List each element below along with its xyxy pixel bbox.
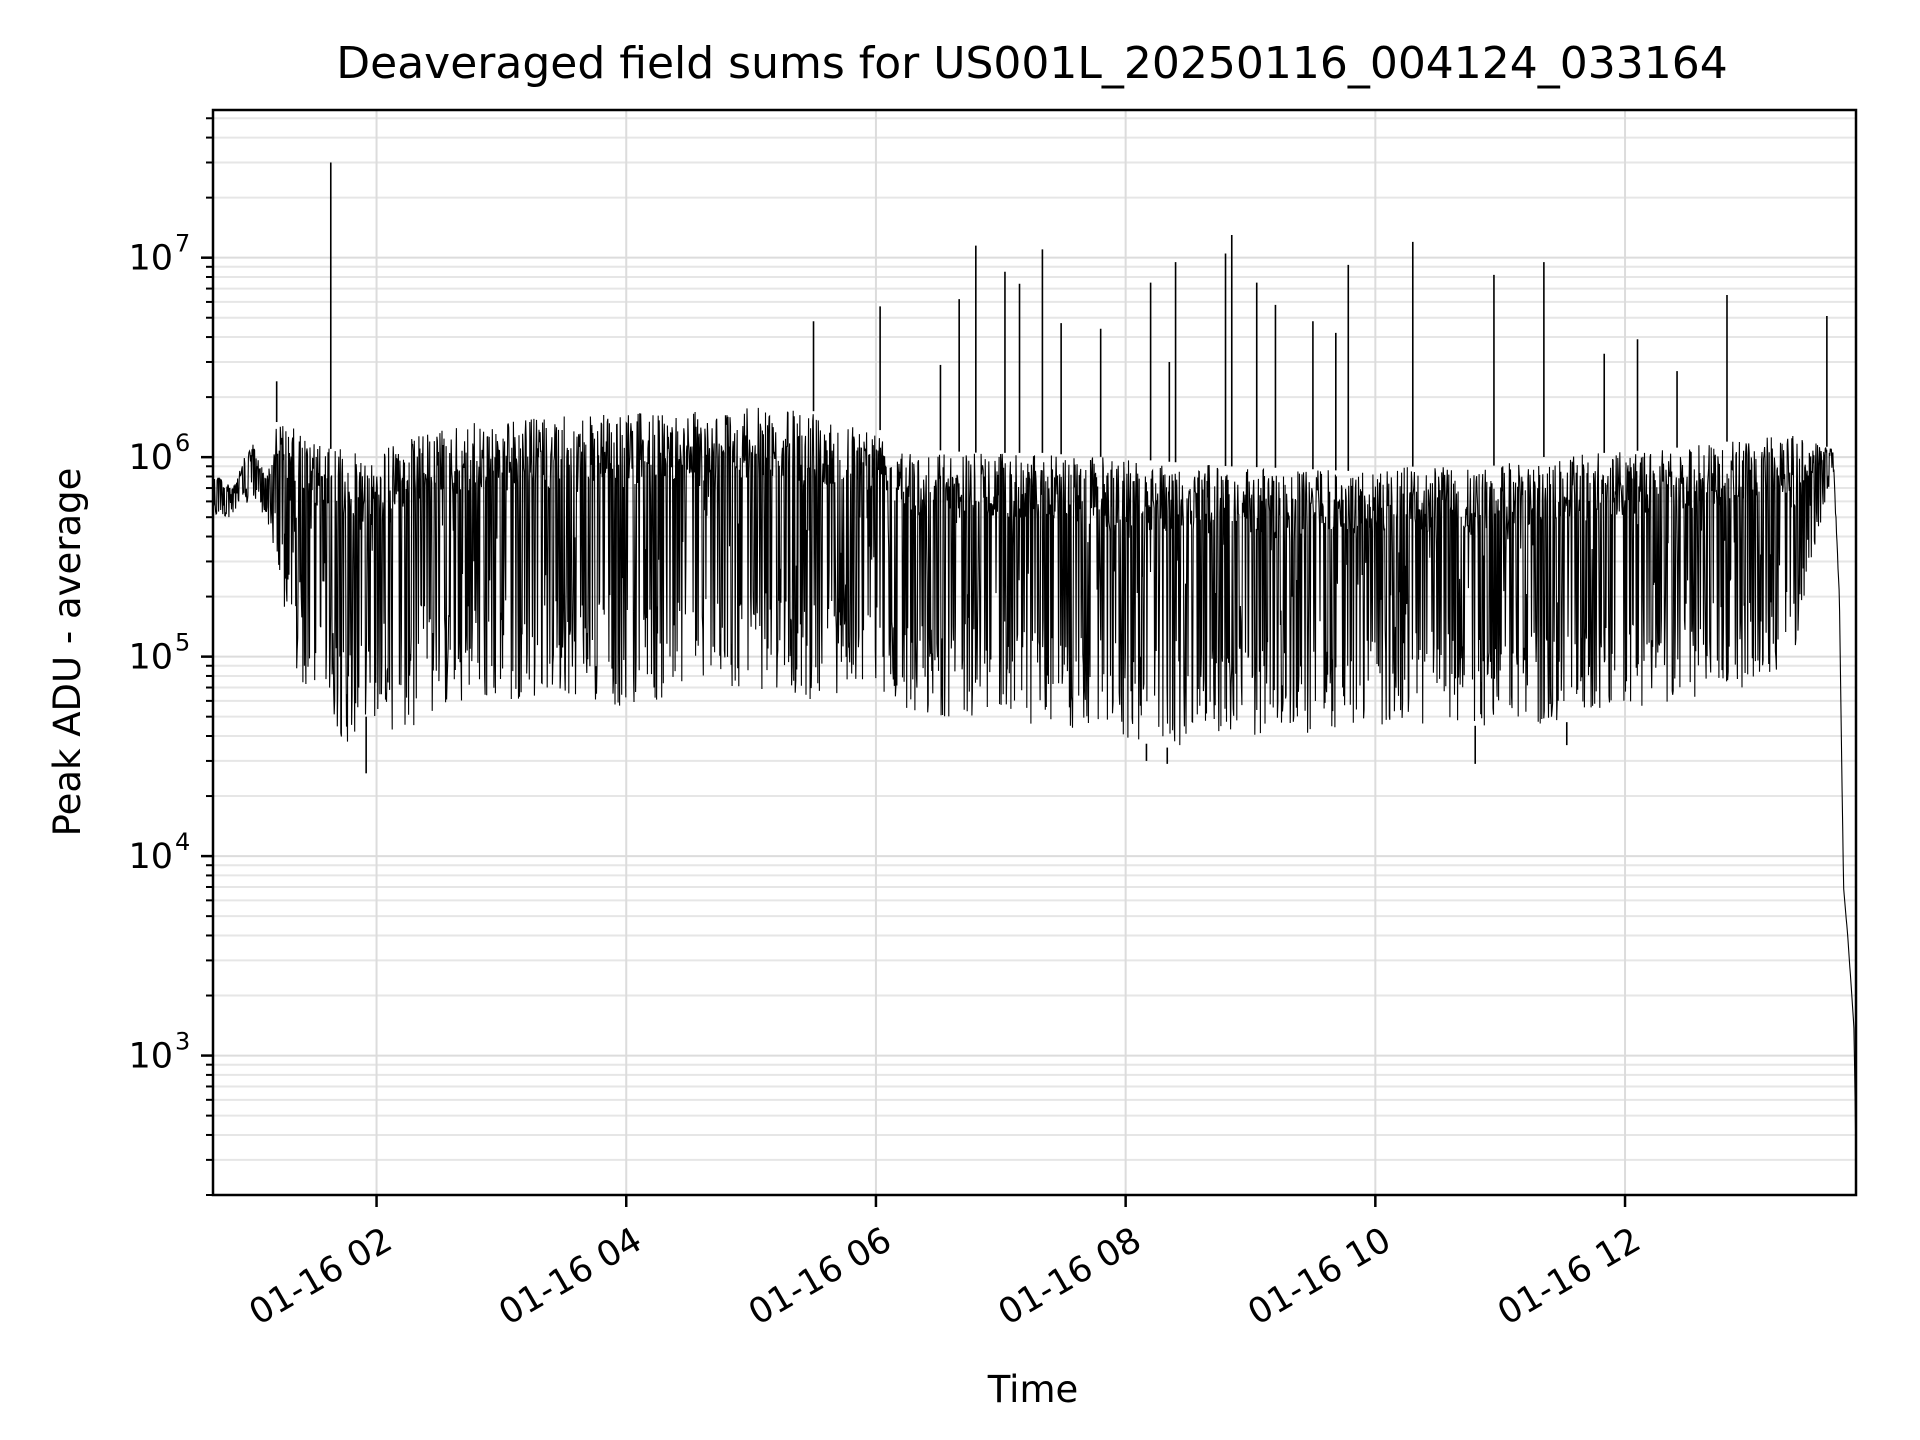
y-axis-label: Peak ADU - average: [46, 468, 89, 837]
x-axis-ticks: 01-16 02 01-16 04 01-16 06 01-16 08 01-16 10…: [243, 1195, 1648, 1333]
y-tick-exponent: 6: [175, 429, 190, 457]
series-line: [213, 407, 1856, 1160]
grid: [213, 110, 1856, 1196]
x-tick-label: 01-16 06: [742, 1220, 898, 1333]
x-axis-label: Time: [987, 1368, 1079, 1411]
plot-area: [213, 162, 1856, 1160]
y-tick-exponent: 4: [175, 828, 190, 856]
x-tick-label: 01-16 08: [992, 1220, 1148, 1333]
plot-frame: [211, 108, 1858, 1197]
y-tick-exponent: 7: [175, 230, 190, 258]
x-tick-label: 01-16 04: [492, 1220, 648, 1333]
y-tick-label: 10: [128, 239, 173, 279]
y-tick-label: 10: [128, 438, 173, 478]
y-tick-exponent: 3: [175, 1028, 190, 1056]
chart-title: Deaveraged field sums for US001L_2025011…: [336, 38, 1728, 89]
y-tick-label: 10: [128, 638, 173, 678]
y-tick-exponent: 5: [175, 629, 190, 657]
series-layer: [213, 162, 1856, 1160]
y-tick-label: 10: [128, 837, 173, 877]
x-tick-label: 01-16 02: [243, 1220, 399, 1333]
x-tick-label: 01-16 12: [1491, 1220, 1647, 1333]
x-tick-label: 01-16 10: [1242, 1220, 1398, 1333]
y-tick-label: 10: [128, 1037, 173, 1077]
